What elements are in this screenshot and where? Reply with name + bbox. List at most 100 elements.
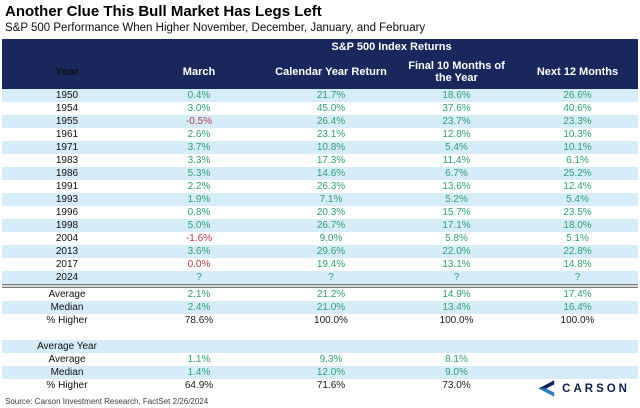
value-cell: 23.7% [442,116,471,127]
value-cell: 3.7% [187,142,211,153]
average-year-row: Average Year [2,340,638,353]
row-label-cell: 1998 [55,220,79,231]
value-cell: 100.0% [439,315,474,326]
value-cell: 23.5% [563,207,592,218]
table-row: 1996 0.8% 20.3% 15.7% 23.5% [2,206,638,219]
row-label-cell: 1971 [55,142,79,153]
value-cell: 25.2% [563,168,592,179]
row-label-cell: 1954 [55,103,79,114]
row-label-cell: 1955 [55,116,79,127]
value-cell: 10.3% [563,129,592,140]
summary-row: Average 2.1% 21.2% 14.9% 17.4% [2,288,638,301]
value-cell: 64.9% [184,380,214,391]
value-cell: 21.2% [316,289,346,300]
group-header-row: S&P 500 Index Returns [2,39,638,54]
row-label-cell: 2013 [55,246,79,257]
row-label-cell: Average Year [37,341,97,352]
value-cell: 0.8% [187,207,211,218]
value-cell: 0.4% [187,90,211,101]
table-row: 1986 5.3% 14.6% 6.7% 25.2% [2,167,638,180]
value-cell: 14.9% [442,289,471,300]
value-cell [517,340,638,353]
value-cell: 12.8% [442,129,471,140]
separator-line [2,284,638,288]
row-label-cell: 1991 [55,181,79,192]
value-cell: 13.4% [442,302,471,313]
table-row: 2013 3.6% 29.6% 22.0% 22.8% [2,245,638,258]
value-cell: 2.4% [187,302,211,313]
value-cell: 100.0% [314,315,348,326]
value-cell: 26.3% [316,181,346,192]
value-cell [132,340,266,353]
value-cell: 45.0% [316,103,346,114]
value-cell: 17.3% [316,155,346,166]
carson-logo-text: CARSON [562,382,630,395]
row-label-cell: 2017 [55,259,79,270]
value-cell: 26.6% [563,90,592,101]
value-cell: 1.1% [187,354,211,365]
value-cell: ? [328,272,334,283]
value-cell: ? [574,272,581,283]
value-cell: 6.7% [445,168,468,179]
row-label-cell: 2004 [55,233,79,244]
column-header-calendar-year-return: Calendar Year Return [275,65,387,78]
group-header-spacer [2,39,266,54]
value-cell: 18.0% [563,220,592,231]
value-cell: 10.8% [316,142,346,153]
value-cell: 5.2% [445,194,468,205]
value-cell: 12.0% [316,367,346,378]
row-label-cell: 1950 [55,90,79,101]
value-cell: 71.6% [316,380,346,391]
value-cell: 100.0% [560,315,595,326]
value-cell: 14.6% [316,168,346,179]
summary-row: % Higher 78.6% 100.0% 100.0% 100.0% [2,314,638,327]
row-label-cell: 1983 [55,155,79,166]
value-cell: 12.4% [563,181,592,192]
average-year-row: Average 1.1% 9.3% 8.1% [2,353,638,366]
value-cell: 23.3% [563,116,592,127]
returns-table: S&P 500 Index Returns Year March Calendar … [2,39,638,392]
average-year-row: % Higher 64.9% 71.6% 73.0% [2,379,638,392]
row-label-cell: 1996 [55,207,79,218]
table-row: 1991 2.2% 26.3% 13.6% 12.4% [2,180,638,193]
value-cell: 40.6% [563,103,592,114]
value-cell: 5.3% [187,168,211,179]
value-cell: 9.3% [319,354,343,365]
value-cell: 29.6% [316,246,346,257]
value-cell: 73.0% [442,380,471,391]
value-cell: 3.0% [187,103,211,114]
value-cell: 9.0% [319,233,343,244]
value-cell [517,353,638,366]
value-cell: 26.4% [316,116,346,127]
value-cell: ? [196,272,202,283]
row-label-cell: Average [48,354,86,365]
value-cell: 9.0% [445,367,468,378]
summary-row: Median 2.4% 21.0% 13.4% 16.4% [2,301,638,314]
row-label-cell: 1993 [55,194,79,205]
table-row: 1950 0.4% 21.7% 18.6% 26.6% [2,89,638,102]
column-header-next-12-months: Next 12 Months [536,65,619,78]
table-header: S&P 500 Index Returns Year March Calendar … [2,39,638,89]
value-cell: 37.6% [442,103,471,114]
table-row: 1998 5.0% 26.7% 17.1% 18.0% [2,219,638,232]
value-cell: 5.8% [445,233,468,244]
value-cell: 11.4% [442,155,471,166]
value-cell: 8.1% [445,354,468,365]
value-cell: 26.7% [316,220,346,231]
chart-title: Another Clue This Bull Market Has Legs L… [5,3,322,20]
value-cell: 3.6% [187,246,211,257]
table-row: 1954 3.0% 45.0% 37.6% 40.6% [2,102,638,115]
value-cell: ? [453,272,460,283]
average-year-rows: Average Year Average 1.1% 9.3% 8.1% Median 1.4… [2,340,638,392]
value-cell: 21.0% [316,302,346,313]
value-cell: 5.4% [445,142,468,153]
value-cell: 10.1% [563,142,592,153]
value-cell: 18.6% [442,90,471,101]
average-year-row: Median 1.4% 12.0% 9.0% [2,366,638,379]
value-cell: 7.1% [319,194,343,205]
value-cell: 22.0% [442,246,471,257]
value-cell [396,340,517,353]
table-row: 2017 0.0% 19.4% 13.1% 14.8% [2,258,638,271]
value-cell: 2.2% [187,181,211,192]
carson-chevron-icon [538,380,555,397]
